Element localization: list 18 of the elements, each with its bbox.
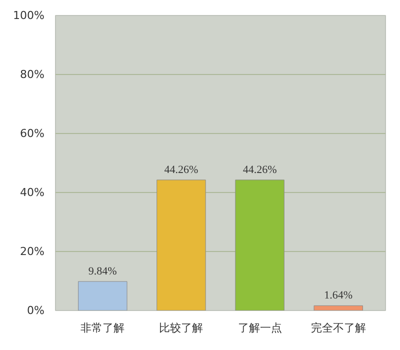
bar <box>156 180 206 310</box>
x-tick-label: 比较了解 <box>159 322 204 334</box>
y-tick-label: 20% <box>20 245 45 258</box>
bar <box>314 305 363 310</box>
x-tick-label: 非常了解 <box>80 322 125 334</box>
y-tick-label: 60% <box>20 127 45 140</box>
x-tick-label: 完全不了解 <box>310 322 366 334</box>
data-label: 44.26% <box>242 164 277 176</box>
y-tick-label: 80% <box>20 68 45 81</box>
y-tick-label: 100% <box>13 9 45 22</box>
bar <box>235 180 284 310</box>
data-label: 44.26% <box>164 164 198 176</box>
y-tick-label: 40% <box>20 186 45 199</box>
x-tick-label: 了解一点 <box>238 322 282 334</box>
data-label: 9.84% <box>88 265 117 278</box>
bar <box>78 281 128 310</box>
y-tick-label: 0% <box>27 304 44 317</box>
data-label: 1.64% <box>324 290 353 302</box>
